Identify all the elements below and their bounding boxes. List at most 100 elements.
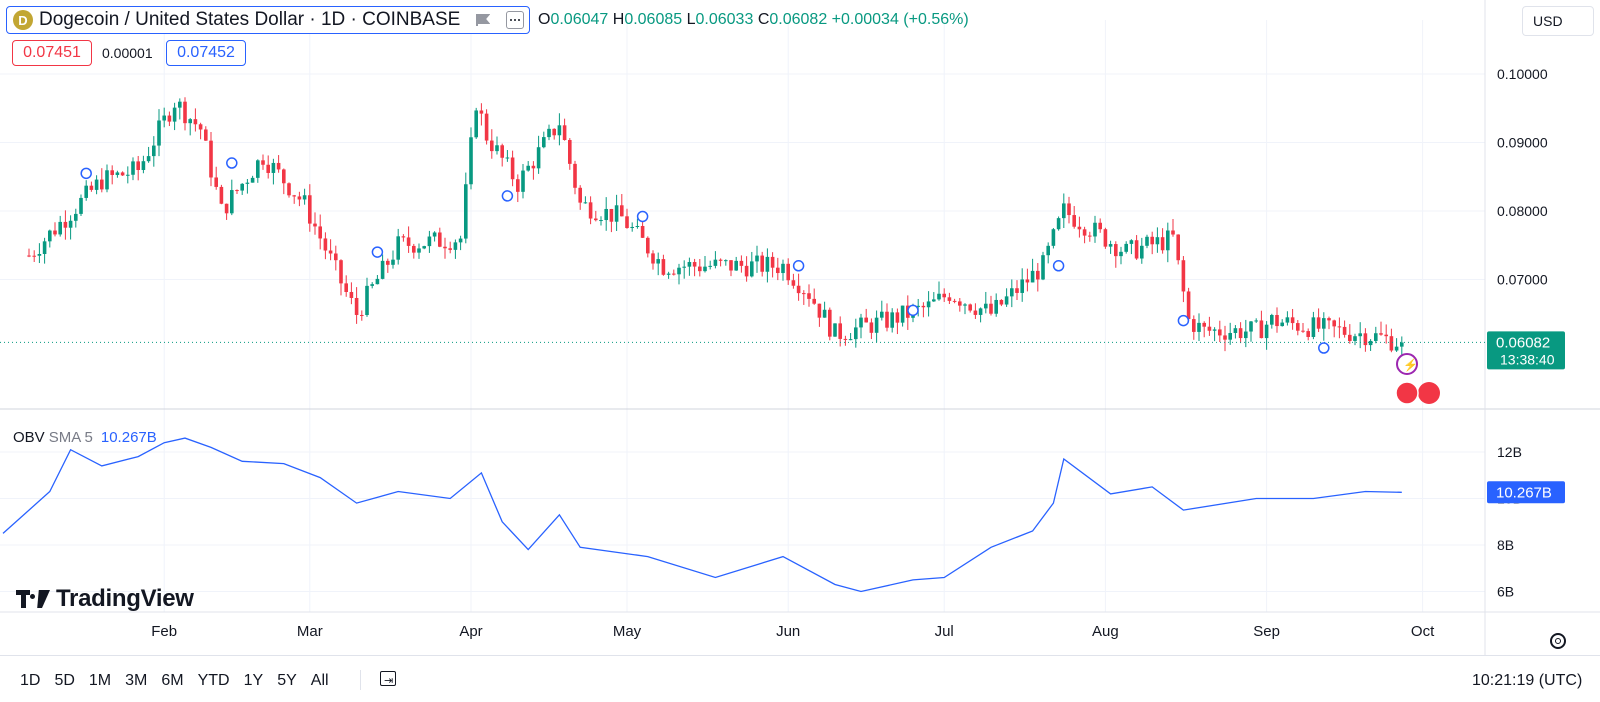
time-axis-tick: Jul [935,623,954,640]
candle-body [1327,318,1331,321]
low-label: L [686,11,696,28]
candle-body [32,255,36,257]
candle-body [183,101,187,124]
dividend-event-icon [907,304,919,317]
candle-body [750,261,754,277]
candle-body [401,236,406,238]
candle-body [1238,328,1243,339]
candle-body [360,314,364,316]
lightning-event-icon [1396,353,1418,375]
candle-body [614,205,619,222]
candle-body [354,297,359,315]
candle-body [276,162,281,170]
dividend-event-icon [636,210,649,223]
range-6m[interactable]: 6M [161,672,184,689]
candle-body [1400,342,1404,347]
range-ytd[interactable]: YTD [197,672,230,689]
candle-body [152,145,156,157]
candle-body [1316,317,1321,329]
candle-body [833,323,837,337]
spread-value: 0.00001 [102,45,153,61]
candle-body [406,237,411,246]
price-axis-tick: 0.09000 [1497,135,1548,151]
candle-body [115,172,120,175]
candle-body [973,310,978,315]
candle-body [172,107,177,122]
close-label: C [757,11,770,28]
candle-body [58,221,62,235]
obv-legend[interactable]: OBV SMA 5 10.267B [13,429,157,446]
tradingview-logo[interactable]: TradingView [16,585,194,613]
candle-body [1082,229,1087,236]
candle-body [703,266,707,272]
candle-body [1166,230,1170,251]
candle-body [1088,235,1092,237]
range-5d[interactable]: 5D [54,672,75,689]
candle-body [848,339,853,341]
candle-body [807,293,811,299]
obv-axis-tick: 6B [1497,584,1514,600]
candle-body [1363,333,1368,346]
candle-body [126,174,130,176]
dividend-event-icon [1177,314,1190,327]
range-all[interactable]: All [310,672,329,689]
range-3m[interactable]: 3M [125,672,148,689]
last-price-value: 0.06082 [1496,334,1550,351]
range-5y[interactable]: 5Y [277,672,297,689]
candle-body [1176,234,1180,261]
candle-body [235,190,239,192]
candle-body [313,223,317,227]
more-dots-icon[interactable] [506,11,525,29]
candle-body [365,285,369,316]
range-1d[interactable]: 1D [20,672,41,689]
candle-body [245,182,250,184]
candle-body [100,179,104,190]
currency-select[interactable]: USD [1522,6,1594,36]
candle-body [536,147,541,169]
candle-body [640,225,645,238]
candle-body [531,165,536,169]
candle-body [864,317,868,323]
candle-body [880,311,884,318]
candle-body [1348,334,1352,341]
candle-body [1129,240,1134,244]
range-1m[interactable]: 1M [88,672,112,689]
goto-date-icon[interactable]: ⇥ [378,668,398,688]
candle-body [1301,330,1305,332]
candle-body [895,312,900,323]
candle-body [1280,322,1284,327]
candle-body [287,183,291,196]
candle-body [162,115,166,121]
candle-body [302,195,307,200]
symbol-title-box[interactable]: D Dogecoin / United States Dollar · 1D ·… [6,6,530,34]
candle-body [193,119,198,125]
candle-body [926,301,931,308]
candle-body [843,338,848,340]
coin-icon: D [13,10,33,30]
candle-body [432,232,437,237]
range-1y[interactable]: 1Y [243,672,264,689]
candle-body [942,293,946,298]
candle-body [1155,237,1160,245]
utc-clock[interactable]: 10:21:19 (UTC) [1472,672,1583,689]
buy-price-button[interactable]: 0.07452 [166,40,246,66]
candle-body [250,177,255,183]
candle-body [1015,288,1019,293]
flag-icon[interactable] [476,14,490,26]
candle-body [84,185,88,198]
dividend-event-icon [1318,342,1330,354]
candle-body [209,140,213,178]
candle-body [495,145,499,152]
candle-body [240,183,244,191]
candle-body [474,110,478,138]
candle-body [1374,333,1378,341]
candle-body [682,266,686,268]
candle-body [630,226,634,229]
candle-body [500,145,504,158]
candle-body [1264,324,1269,339]
candle-body [817,303,822,318]
candle-body [178,101,182,108]
settings-icon[interactable] [1550,633,1566,649]
sell-price-button[interactable]: 0.07451 [12,40,92,66]
